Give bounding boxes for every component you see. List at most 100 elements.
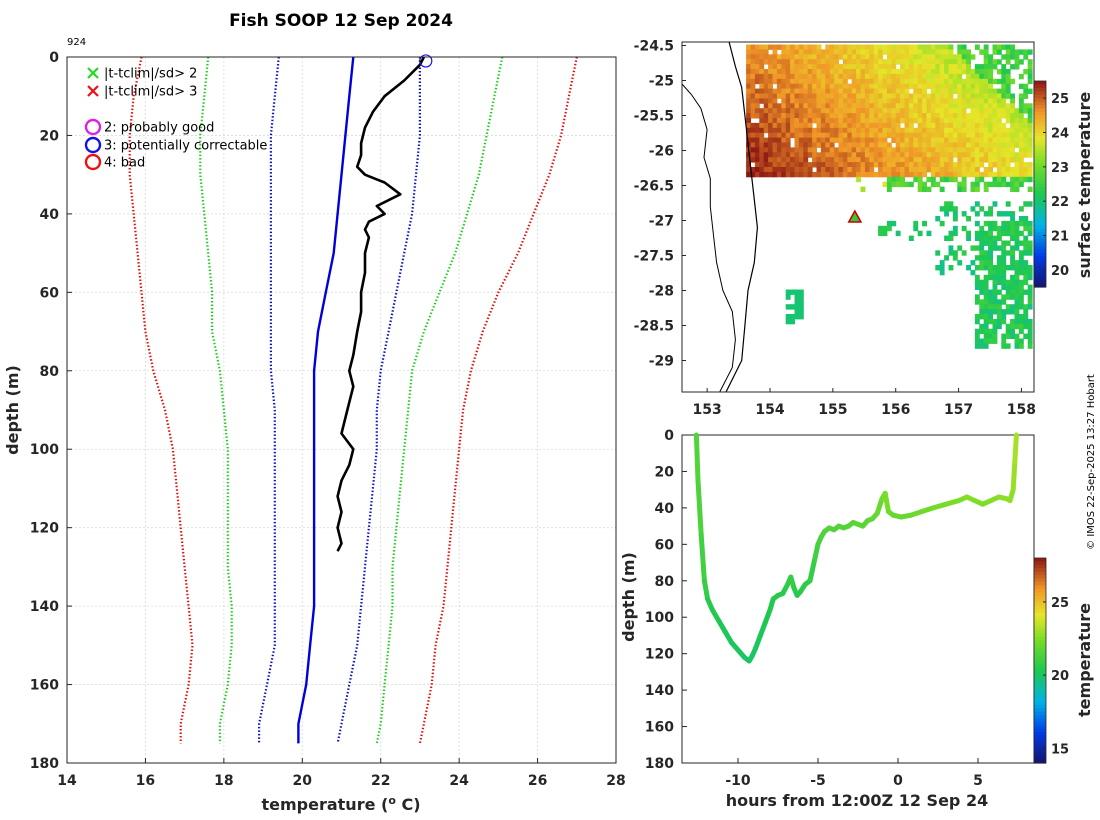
- sst-cell: [820, 54, 826, 60]
- sst-cell: [785, 49, 791, 55]
- sst-cell: [1005, 211, 1011, 217]
- sst-cell: [750, 122, 756, 129]
- colorbar-tick-label: 20: [1051, 264, 1069, 279]
- sst-cell: [776, 83, 782, 90]
- sst-cell: [1010, 181, 1015, 188]
- sst-cell: [829, 98, 835, 104]
- sst-cell: [913, 127, 919, 134]
- sst-cell: [746, 171, 751, 178]
- colorbar-segment: [1034, 660, 1046, 665]
- sst-cell: [966, 122, 971, 129]
- sst-cell: [944, 64, 949, 70]
- sst-cell: [790, 83, 795, 90]
- sst-cell: [1005, 225, 1011, 232]
- sst-cell: [768, 73, 773, 80]
- colorbar-segment: [1034, 732, 1046, 737]
- sst-cell: [886, 118, 892, 124]
- sst-cell: [1010, 118, 1015, 124]
- sst-cell: [992, 64, 998, 70]
- sst-cell: [957, 260, 963, 266]
- sst-cell: [939, 127, 945, 134]
- sst-cell: [913, 167, 919, 173]
- sst-cell: [803, 137, 809, 143]
- dt-y-tick-label: 120: [645, 647, 674, 663]
- sst-cell: [900, 132, 905, 139]
- sst-cell: [1005, 49, 1011, 55]
- sst-cell: [1014, 54, 1020, 60]
- sst-cell: [988, 269, 993, 276]
- sst-cell: [952, 171, 958, 178]
- sst-cell: [992, 108, 998, 114]
- sst-cell: [1014, 343, 1020, 349]
- sst-cell: [790, 59, 795, 65]
- sst-cell: [785, 118, 791, 124]
- sst-cell: [1014, 137, 1020, 143]
- sst-cell: [772, 93, 778, 99]
- legend: |t-tclim|/sd> 2|t-tclim|/sd> 32: probabl…: [84, 67, 267, 171]
- colorbar-segment: [1034, 201, 1046, 206]
- sst-cell: [926, 132, 932, 139]
- sst-cell: [803, 167, 809, 173]
- sst-cell: [944, 113, 949, 119]
- y-tick-label: 80: [40, 364, 60, 380]
- sst-cell: [759, 73, 765, 80]
- sst-cell: [847, 167, 853, 173]
- sst-cell: [847, 73, 853, 80]
- sst-cell: [816, 59, 822, 65]
- colorbar-segment: [1034, 749, 1046, 754]
- dt-y-tick-label: 60: [655, 537, 675, 553]
- sst-cell: [886, 113, 892, 119]
- sst-cell: [812, 73, 817, 80]
- sst-cell: [750, 98, 756, 104]
- sst-cell: [746, 64, 751, 70]
- sst-cell: [798, 122, 804, 129]
- sst-cell: [1001, 255, 1007, 261]
- sst-cell: [759, 171, 765, 178]
- sst-cell: [807, 137, 813, 143]
- sst-cell: [948, 167, 954, 173]
- sst-cell: [970, 147, 976, 153]
- sst-cell: [882, 88, 888, 94]
- sst-cell: [798, 44, 804, 50]
- sst-cell: [1005, 333, 1011, 339]
- sst-cell: [882, 152, 888, 158]
- legend-marker-circle: [84, 118, 102, 136]
- sst-cell: [776, 137, 782, 143]
- sst-cell: [992, 44, 998, 50]
- sst-cell: [944, 255, 949, 261]
- sst-cell: [1005, 137, 1011, 143]
- sst-cell: [851, 59, 857, 65]
- sst-cell: [851, 137, 857, 143]
- sst-cell: [944, 137, 949, 143]
- sst-cell: [1027, 88, 1033, 94]
- sst-cell: [979, 279, 985, 286]
- sst-cell: [794, 127, 800, 134]
- sst-cell: [979, 152, 985, 158]
- sst-cell: [851, 78, 857, 85]
- sst-cell: [847, 147, 853, 153]
- sst-cell: [1014, 108, 1020, 114]
- sst-cell: [816, 152, 822, 158]
- sst-cell: [886, 122, 892, 129]
- sst-cell: [816, 78, 822, 85]
- sst-cell: [948, 206, 954, 212]
- sst-cell: [1001, 265, 1007, 271]
- sst-cell: [869, 59, 875, 65]
- sst-cell: [1010, 216, 1015, 222]
- sst-cell: [895, 108, 901, 114]
- sst-cell: [961, 88, 967, 94]
- colorbar-segment: [1034, 595, 1046, 600]
- colorbar-segment: [1034, 715, 1046, 720]
- sst-cell: [948, 147, 954, 153]
- sst-cell: [759, 127, 765, 134]
- sst-cell: [825, 73, 831, 80]
- series-line-clim-2sd: [199, 56, 233, 744]
- sst-cell: [834, 88, 839, 94]
- sst-cell: [952, 230, 958, 237]
- sst-cell: [794, 137, 800, 143]
- sst-cell: [816, 113, 822, 119]
- sst-cell: [930, 132, 936, 139]
- sst-cell: [900, 64, 905, 70]
- sst-cell: [803, 157, 809, 163]
- sst-cell: [816, 171, 822, 178]
